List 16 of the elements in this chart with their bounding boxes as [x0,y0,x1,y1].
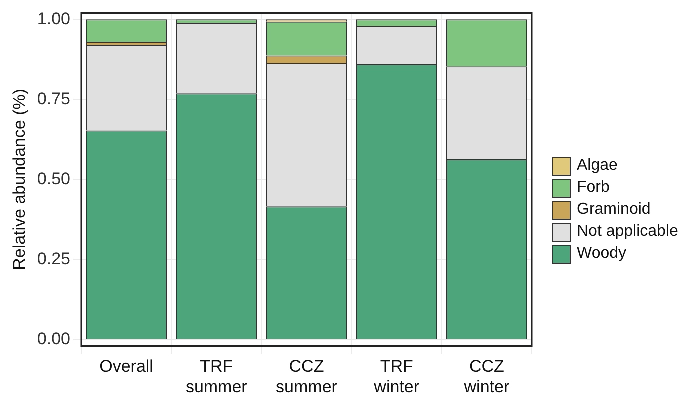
y-tick-label: 1.00 [37,9,70,28]
y-tick-label: 0.75 [37,89,70,108]
y-tick-label: 0.00 [37,329,70,348]
legend-label: Graminoid [577,201,651,219]
y-axis-title: Relative abundance (%) [10,88,29,270]
y-tick-label: 0.25 [37,249,70,268]
legend-label: Algae [577,157,618,175]
legend-label: Not applicable [577,223,678,241]
x-tick-label: CCZ winter [463,357,510,396]
x-tick-label: Overall [100,357,154,376]
legend-label: Forb [577,179,610,197]
x-tick-label: TRF winter [373,357,420,396]
x-tick-label: TRF summer [186,357,248,396]
y-tick-label: 0.50 [37,169,70,188]
x-tick-label: CCZ summer [276,357,338,396]
legend-label: Woody [577,245,627,263]
